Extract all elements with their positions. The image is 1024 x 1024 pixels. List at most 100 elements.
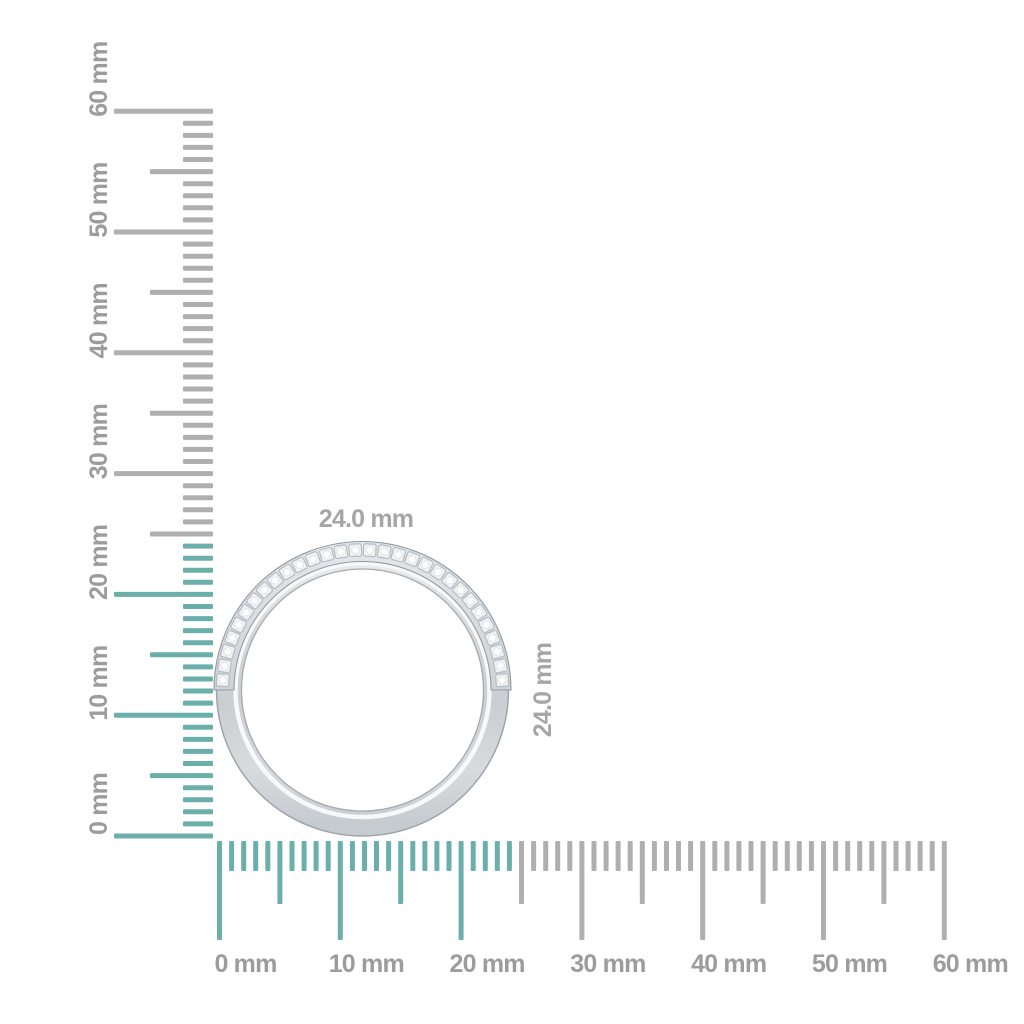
h-tick-40mm (700, 841, 706, 940)
v-tick-5mm (150, 773, 213, 779)
v-tick-60mm (114, 108, 213, 114)
h-tick-39mm (688, 841, 694, 871)
diamond-stone (362, 543, 377, 558)
h-tick-14mm (386, 841, 392, 871)
h-tick-13mm (374, 841, 379, 871)
h-tick-15mm (398, 841, 404, 904)
diamond-stone (319, 547, 335, 563)
diamond-stone (220, 643, 236, 660)
horizontal-ruler: 0 mm 10 mm 20 mm 30 mm 40 mm 50 mm 60 mm (214, 841, 1009, 978)
h-ruler-label-20: 20 mm (449, 950, 524, 978)
h-tick-10mm (337, 841, 343, 940)
h-tick-7mm (301, 841, 307, 871)
diamond-stone (348, 543, 363, 558)
h-tick-55mm (881, 841, 887, 904)
h-tick-45mm (760, 841, 766, 904)
v-tick-25mm (150, 531, 213, 537)
h-tick-52mm (845, 841, 851, 871)
v-tick-4mm (183, 785, 213, 791)
h-tick-48mm (796, 841, 802, 871)
diamond-stone (224, 629, 241, 647)
v-tick-55mm (150, 169, 213, 175)
h-tick-9mm (325, 841, 331, 871)
v-tick-10mm (114, 712, 213, 718)
v-tick-29mm (183, 483, 213, 489)
h-ruler-label-60: 60 mm (933, 950, 1008, 978)
h-tick-22mm (482, 841, 488, 871)
diamond-stone (255, 581, 273, 599)
h-tick-1mm (229, 841, 235, 871)
h-tick-30mm (579, 841, 585, 940)
h-tick-23mm (494, 841, 500, 871)
diamond-stone (489, 643, 505, 660)
h-tick-36mm (651, 841, 657, 871)
h-tick-18mm (434, 841, 440, 871)
h-tick-32mm (603, 841, 609, 871)
ring-stones (215, 543, 510, 688)
v-tick-2mm (183, 809, 213, 815)
v-tick-34mm (183, 422, 213, 428)
v-ruler-label-40: 40 mm (85, 283, 113, 358)
v-tick-24mm (183, 543, 213, 549)
h-tick-11mm (349, 841, 355, 871)
diamond-stone (452, 581, 470, 599)
h-tick-24mm (506, 841, 512, 871)
v-tick-8mm (183, 736, 213, 742)
diamond-stone (246, 592, 264, 610)
diamond-stone (417, 556, 434, 574)
v-ruler-label-30: 30 mm (85, 404, 113, 479)
v-tick-28mm (183, 495, 213, 501)
v-tick-38mm (183, 374, 213, 380)
v-tick-50mm (114, 229, 213, 235)
v-tick-53mm (183, 193, 213, 199)
v-tick-51mm (183, 217, 213, 223)
v-tick-11mm (183, 700, 213, 706)
h-tick-2mm (241, 841, 247, 871)
v-tick-19mm (183, 604, 213, 609)
v-tick-41mm (183, 338, 213, 344)
v-tick-6mm (183, 761, 213, 766)
h-tick-20mm (458, 841, 464, 940)
v-tick-15mm (150, 652, 213, 658)
v-tick-13mm (183, 676, 213, 682)
v-tick-31mm (183, 459, 213, 464)
h-ruler-label-10: 10 mm (329, 950, 404, 978)
v-tick-12mm (183, 688, 213, 694)
ring-height-label: 24.0 mm (529, 643, 557, 737)
diamond-stone (230, 616, 247, 634)
v-ruler-label-0: 0 mm (85, 773, 113, 835)
diamond-stone (404, 551, 421, 568)
diamond-stone (278, 563, 296, 581)
v-tick-30mm (114, 471, 213, 477)
v-tick-7mm (183, 748, 213, 754)
v-tick-18mm (183, 616, 213, 622)
h-tick-5mm (277, 841, 283, 904)
v-tick-36mm (183, 398, 213, 404)
diamond-stone (333, 544, 349, 560)
h-tick-53mm (857, 841, 863, 871)
diamond-stone (217, 658, 233, 674)
h-tick-51mm (833, 841, 839, 871)
diamond-stone (215, 673, 230, 688)
v-ruler-label-60: 60 mm (85, 42, 113, 117)
diamond-stone (291, 556, 308, 574)
v-tick-26mm (183, 519, 213, 525)
h-tick-42mm (724, 841, 730, 871)
ring-image (213, 540, 512, 837)
h-ruler-label-0: 0 mm (214, 950, 276, 978)
diamond-stone (237, 604, 255, 621)
h-tick-0mm (217, 841, 222, 940)
ring-specular-highlight (233, 560, 492, 820)
v-tick-0mm (114, 833, 213, 839)
v-tick-33mm (183, 434, 213, 440)
v-tick-47mm (183, 265, 213, 271)
v-tick-58mm (183, 132, 213, 138)
h-ruler-label-40: 40 mm (691, 950, 766, 978)
v-tick-32mm (183, 446, 213, 452)
diamond-stone (390, 547, 406, 563)
h-ruler-label-50: 50 mm (812, 950, 887, 978)
h-tick-12mm (362, 841, 367, 871)
v-ruler-label-50: 50 mm (85, 162, 113, 237)
v-tick-21mm (183, 579, 213, 585)
